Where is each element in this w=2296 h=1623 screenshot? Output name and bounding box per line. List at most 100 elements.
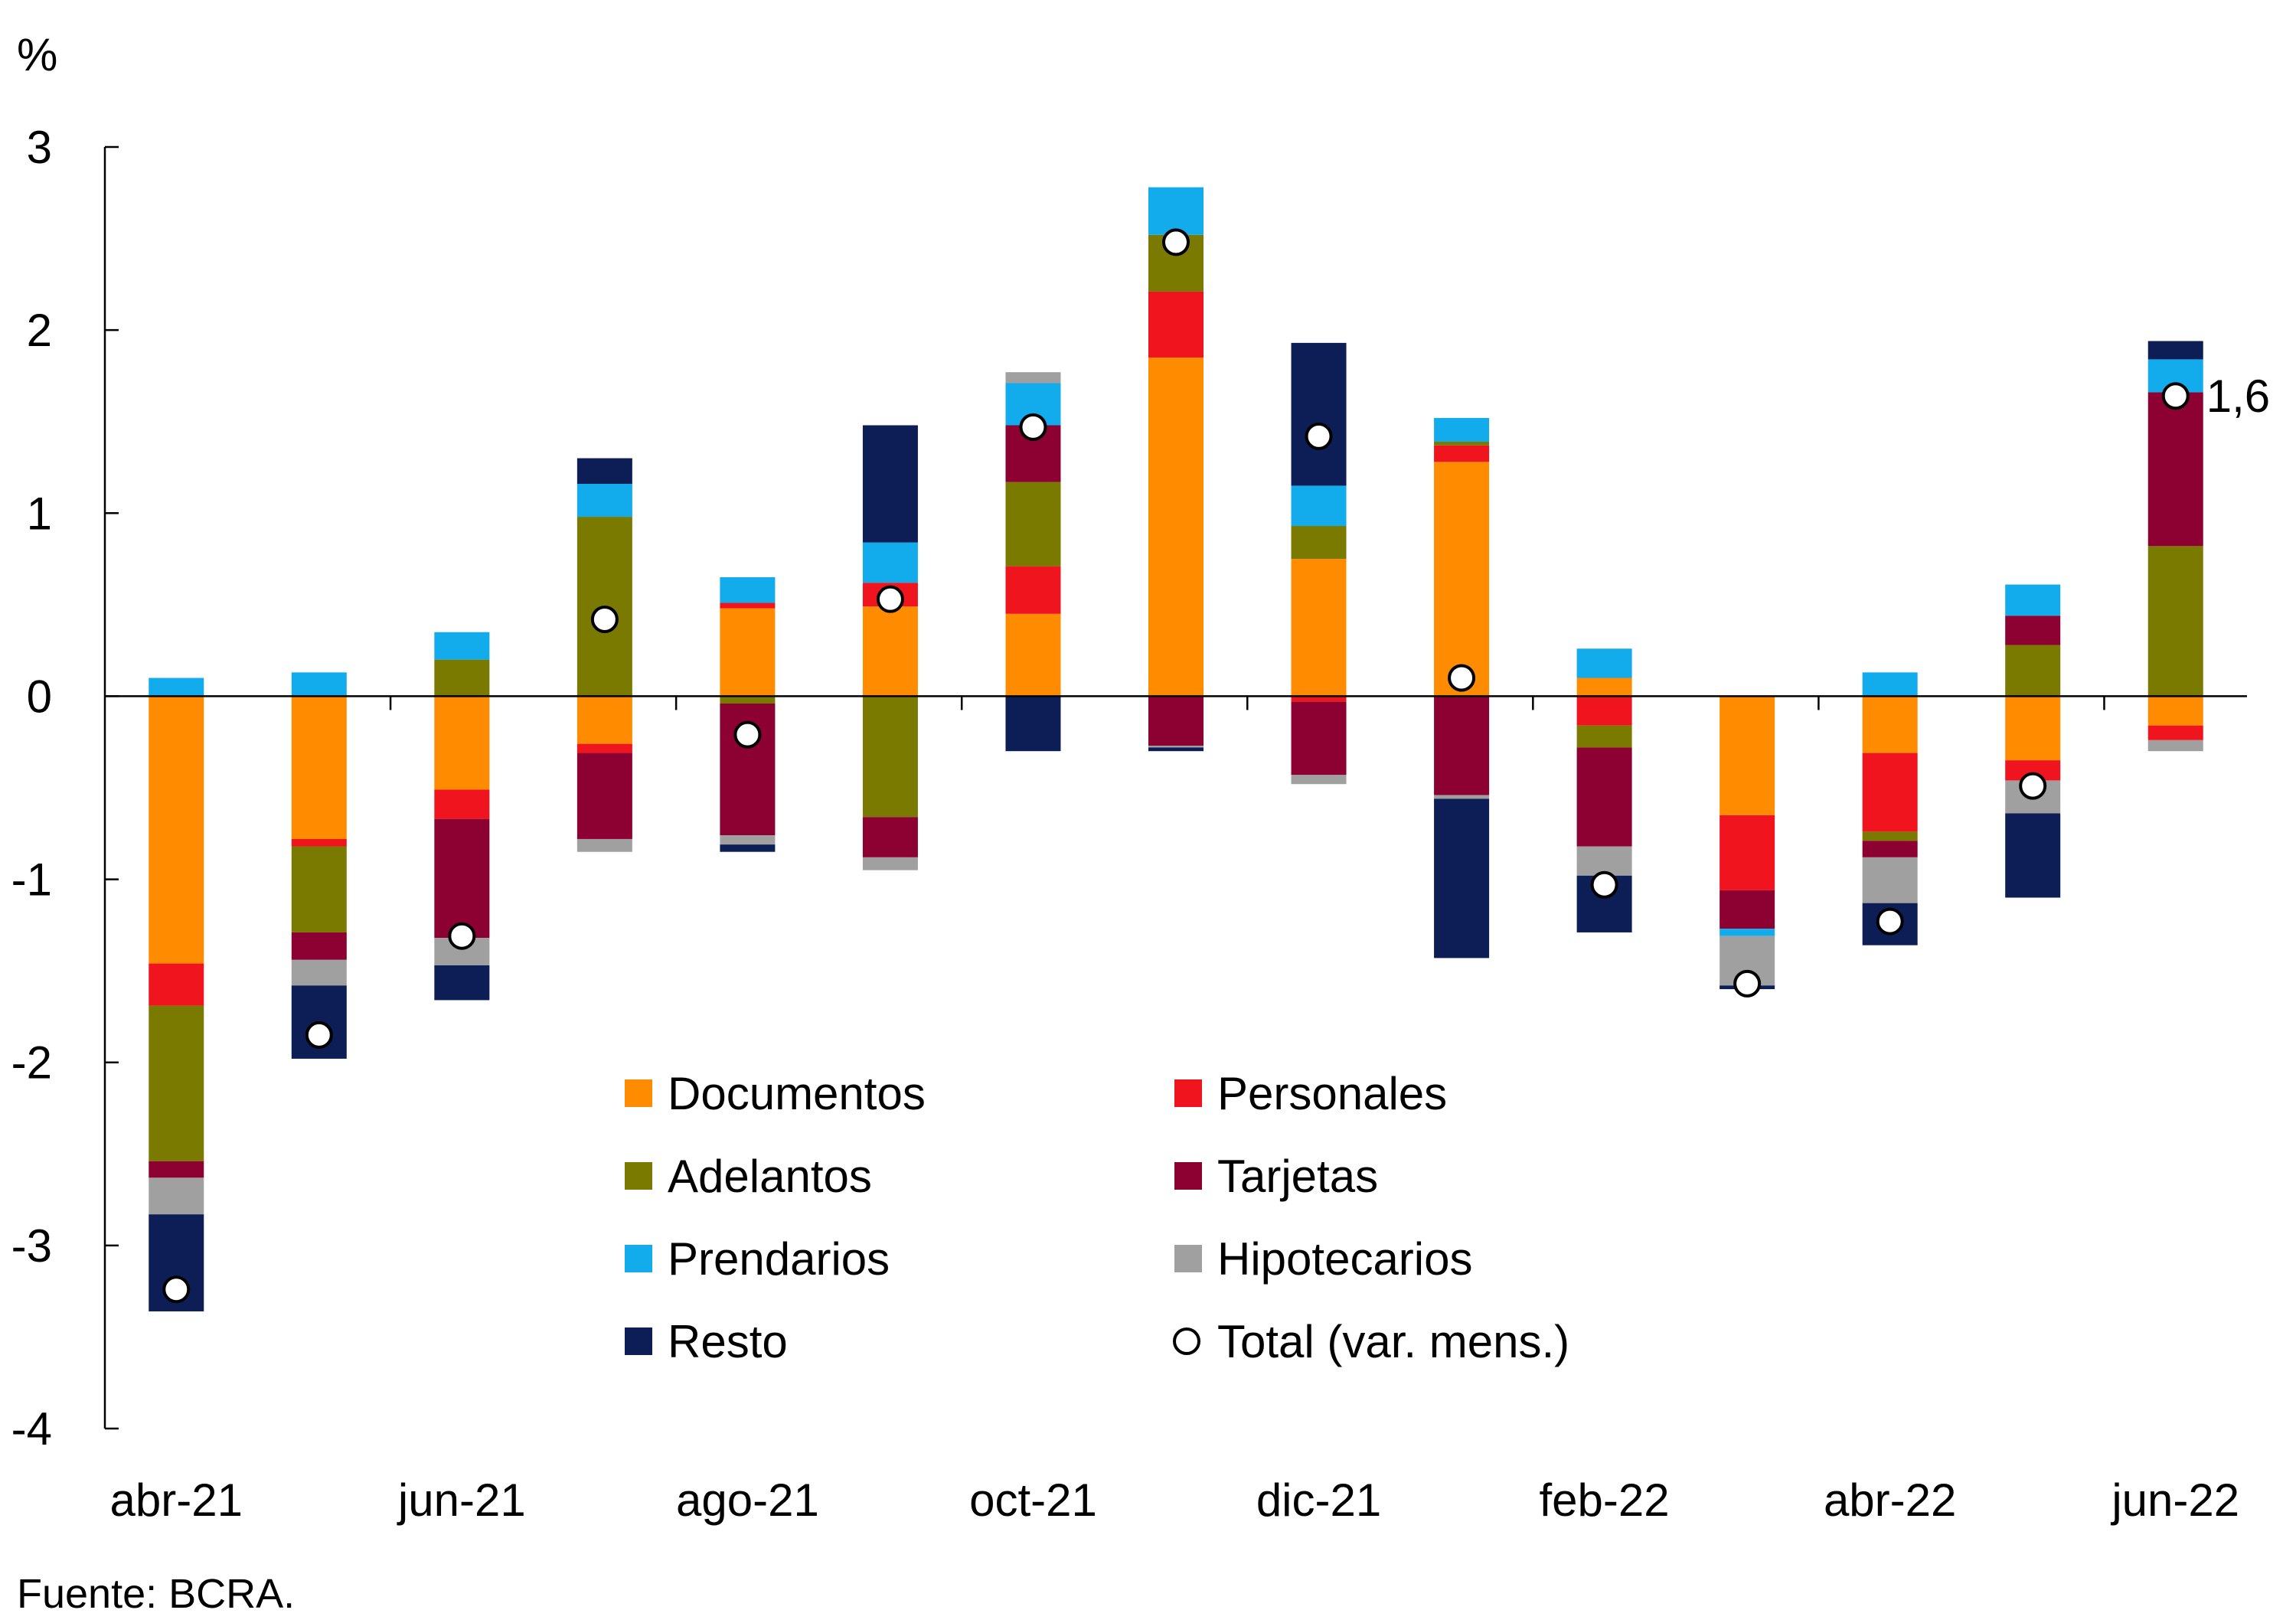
bar-tarjetas-nov-21 xyxy=(1148,696,1204,746)
legend-label: Resto xyxy=(668,1316,788,1367)
total-marker-may-21 xyxy=(305,1020,333,1049)
bar-resto-jun-21 xyxy=(434,965,490,1001)
bar-tarjetas-dic-21 xyxy=(1291,701,1347,776)
bar-adelantos-ago-21 xyxy=(720,696,776,704)
legend-item-documentos: Documentos xyxy=(625,1068,926,1119)
legend-label: Adelantos xyxy=(668,1151,872,1202)
legend-swatch xyxy=(1173,1327,1200,1355)
bar-hipotecarios-jun-22 xyxy=(2147,740,2203,752)
bar-adelantos-may-21 xyxy=(291,846,347,932)
legend-label: Prendarios xyxy=(668,1233,890,1285)
bar-resto-jul-21 xyxy=(576,458,632,485)
bar-prendarios-jun-21 xyxy=(434,632,490,660)
y-tick-label: -4 xyxy=(11,1403,52,1455)
bar-resto-ene-22 xyxy=(1434,798,1490,958)
bar-documentos-jul-21 xyxy=(576,696,632,744)
bar-adelantos-dic-21 xyxy=(1291,526,1347,560)
bar-personales-jul-21 xyxy=(576,743,632,753)
bar-prendarios-ago-21 xyxy=(720,576,776,603)
bar-adelantos-abr-21 xyxy=(149,1005,204,1161)
bar-adelantos-jun-21 xyxy=(434,659,490,697)
total-annotation: 1,6 xyxy=(2206,371,2270,422)
legend-item-prendarios: Prendarios xyxy=(625,1233,890,1285)
bar-prendarios-jul-21 xyxy=(576,484,632,518)
x-tick-label: oct-21 xyxy=(969,1474,1097,1526)
legend-item-tarjetas: Tarjetas xyxy=(1174,1151,1378,1202)
bar-documentos-dic-21 xyxy=(1291,559,1347,697)
total-marker-nov-21 xyxy=(1162,228,1190,256)
bar-adelantos-feb-22 xyxy=(1576,725,1632,748)
y-tick-label: -2 xyxy=(11,1037,52,1089)
bar-documentos-ene-22 xyxy=(1434,462,1490,697)
bar-personales-oct-21 xyxy=(1005,566,1061,614)
legend-item-adelantos: Adelantos xyxy=(625,1151,872,1202)
bar-adelantos-abr-22 xyxy=(1862,831,1918,841)
y-tick-label: 1 xyxy=(27,488,52,539)
bar-tarjetas-jul-21 xyxy=(576,753,632,839)
legend-label: Total (var. mens.) xyxy=(1217,1316,1569,1367)
bar-prendarios-dic-21 xyxy=(1291,485,1347,527)
legend-swatch xyxy=(625,1245,652,1272)
bar-hipotecarios-dic-21 xyxy=(1291,775,1347,785)
bar-resto-jun-22 xyxy=(2147,341,2203,360)
bar-personales-dic-21 xyxy=(1291,696,1347,702)
x-tick-label: abr-21 xyxy=(110,1474,243,1526)
bar-documentos-abr-21 xyxy=(149,696,204,964)
y-tick-label: 3 xyxy=(27,122,52,173)
bar-documentos-ago-21 xyxy=(720,608,776,697)
bar-resto-dic-21 xyxy=(1291,342,1347,486)
total-marker-dic-21 xyxy=(1305,422,1333,450)
y-tick-label: -1 xyxy=(11,854,52,906)
bar-personales-jun-22 xyxy=(2147,725,2203,740)
bar-hipotecarios-ene-22 xyxy=(1434,795,1490,799)
bar-personales-nov-21 xyxy=(1148,291,1204,358)
total-marker-sep-21 xyxy=(876,585,904,613)
bar-prendarios-may-22 xyxy=(2005,584,2061,616)
bar-resto-oct-21 xyxy=(1005,696,1061,752)
bar-personales-jun-21 xyxy=(434,789,490,819)
bar-prendarios-mar-22 xyxy=(1720,929,1775,936)
bar-documentos-sep-21 xyxy=(862,606,918,697)
legend-label: Personales xyxy=(1217,1068,1447,1119)
bar-prendarios-abr-21 xyxy=(149,678,204,697)
total-marker-feb-22 xyxy=(1590,870,1618,899)
total-markers-layer: 1,6 xyxy=(162,228,2270,1304)
bar-tarjetas-jun-21 xyxy=(434,818,490,939)
total-marker-jun-21 xyxy=(448,922,476,950)
legend-label: Tarjetas xyxy=(1217,1151,1378,1202)
bar-hipotecarios-feb-22 xyxy=(1576,846,1632,876)
legend-swatch xyxy=(625,1327,652,1355)
bar-tarjetas-ene-22 xyxy=(1434,696,1490,795)
x-tick-label: jun-21 xyxy=(397,1474,526,1526)
bar-prendarios-ene-22 xyxy=(1434,417,1490,442)
bar-tarjetas-feb-22 xyxy=(1576,747,1632,847)
bar-personales-feb-22 xyxy=(1576,696,1632,726)
bar-adelantos-sep-21 xyxy=(862,696,918,818)
legend-item-personales: Personales xyxy=(1174,1068,1447,1119)
bar-prendarios-sep-21 xyxy=(862,542,918,583)
bar-documentos-mar-22 xyxy=(1720,696,1775,815)
bar-hipotecarios-oct-21 xyxy=(1005,372,1061,384)
x-tick-label: abr-22 xyxy=(1824,1474,1956,1526)
legend-swatch xyxy=(1174,1162,1202,1190)
bar-adelantos-jun-22 xyxy=(2147,546,2203,697)
total-marker-abr-22 xyxy=(1876,907,1904,936)
bar-prendarios-nov-21 xyxy=(1148,187,1204,235)
legend-item-hipotecarios: Hipotecarios xyxy=(1174,1233,1473,1285)
bar-resto-ago-21 xyxy=(720,844,776,852)
bar-documentos-jun-21 xyxy=(434,696,490,790)
total-marker-ene-22 xyxy=(1448,664,1476,692)
bar-documentos-feb-22 xyxy=(1576,678,1632,697)
legend: Documentos Personales Adelantos Tarjetas Pre… xyxy=(625,1068,1569,1367)
bar-personales-mar-22 xyxy=(1720,815,1775,890)
axes-layer: 3 2 1 0 -1 -2 -3 -4 abr-21 jun-21 ago-21 oct-21 dic-… xyxy=(11,122,2247,1526)
bar-adelantos-oct-21 xyxy=(1005,482,1061,567)
bar-personales-ene-22 xyxy=(1434,445,1490,462)
bar-personales-abr-21 xyxy=(149,963,204,1006)
legend-item-resto: Resto xyxy=(625,1316,788,1367)
bar-tarjetas-may-21 xyxy=(291,932,347,960)
bar-tarjetas-abr-21 xyxy=(149,1161,204,1178)
bar-hipotecarios-ago-21 xyxy=(720,835,776,845)
bar-tarjetas-mar-22 xyxy=(1720,890,1775,929)
